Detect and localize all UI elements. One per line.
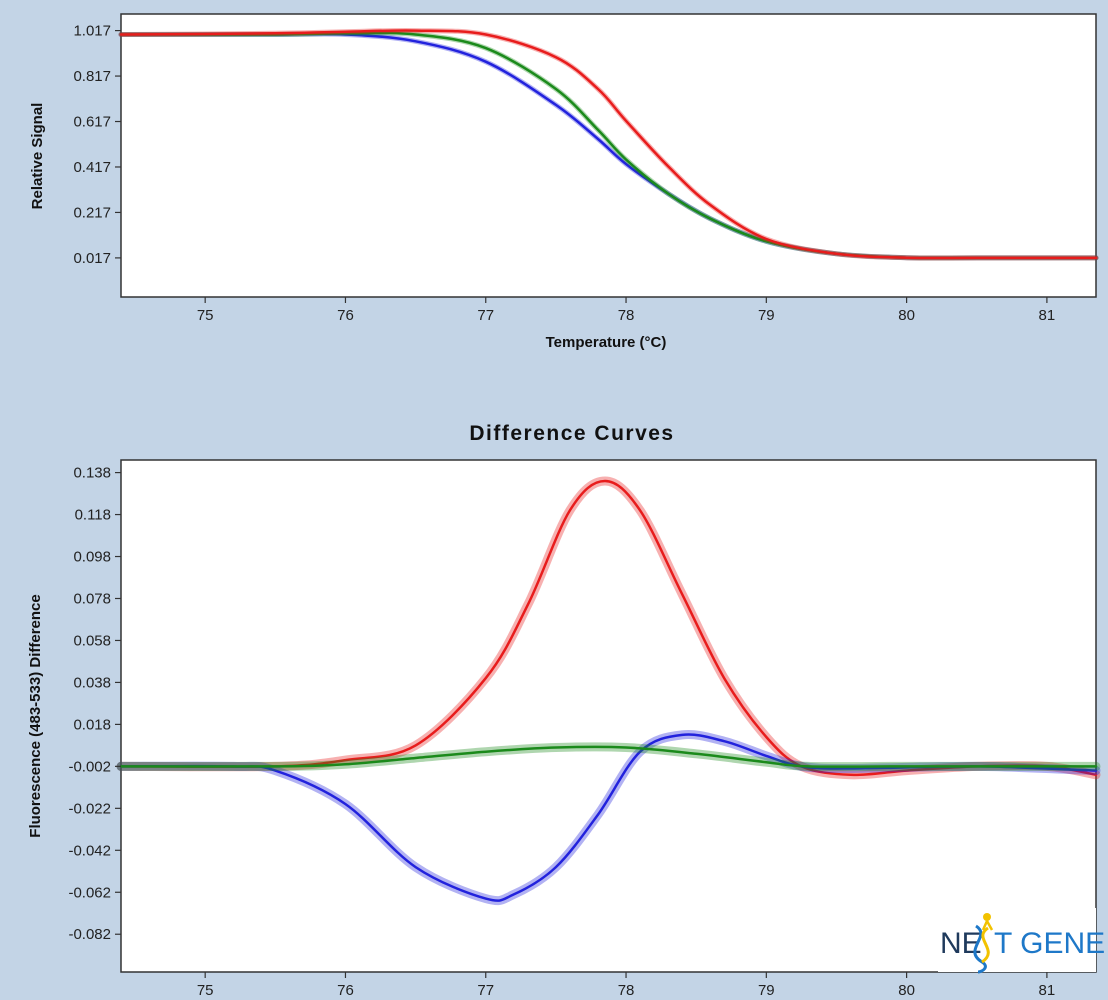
- series-line: [119, 745, 1098, 768]
- x-tick-label: 79: [758, 307, 775, 324]
- dna-helix-icon: [973, 913, 994, 974]
- y-tick-label: 0.617: [73, 114, 111, 131]
- y-tick-label: 1.017: [73, 23, 111, 40]
- y-tick-label: 0.078: [73, 590, 111, 607]
- y-tick-label: 0.417: [73, 159, 111, 176]
- difference-curves-chart: Difference Curves 0.1380.1180.0980.0780.…: [27, 422, 1101, 999]
- y-tick-label: 0.118: [75, 507, 111, 524]
- x-axis-title: Temperature (°C): [546, 334, 667, 351]
- x-tick-label: 76: [337, 982, 354, 999]
- y-tick-label: 0.138: [73, 465, 111, 482]
- chart-title: Difference Curves: [469, 422, 674, 445]
- series-line: [119, 29, 1098, 260]
- x-axis-ticks: 75 76 77 78 79 80 81: [197, 972, 1055, 999]
- y-tick-label: 0.217: [73, 204, 111, 221]
- y-tick-label: 0.038: [73, 674, 111, 691]
- x-tick-label: 81: [1039, 982, 1056, 999]
- x-tick-label: 79: [758, 982, 775, 999]
- x-tick-label: 77: [477, 307, 494, 324]
- plot-area: [120, 459, 1097, 973]
- y-tick-label: -0.022: [68, 800, 111, 817]
- y-tick-label: 0.817: [73, 68, 111, 85]
- y-tick-label: 0.098: [73, 549, 111, 566]
- y-tick-label: 0.018: [73, 716, 111, 733]
- x-tick-label: 80: [898, 307, 915, 324]
- series-line: [119, 733, 1098, 902]
- y-axis-ticks: 0.138 0.118 0.098 0.078 0.058 0.038 0.018 -0.00…: [68, 465, 121, 943]
- x-tick-label: 77: [477, 982, 494, 999]
- y-axis-title: Fluorescence (483-533) Difference: [27, 594, 44, 837]
- y-tick-label: 0.017: [73, 250, 111, 267]
- y-axis-title: Relative Signal: [29, 103, 46, 210]
- series-group: [116, 476, 1101, 906]
- y-tick-label: -0.042: [68, 842, 111, 859]
- series-group: [118, 27, 1099, 261]
- y-tick-label: -0.002: [68, 758, 111, 775]
- logo-text-right: T GENE: [994, 927, 1105, 960]
- x-tick-label: 81: [1039, 307, 1056, 324]
- plot-area: [120, 13, 1097, 298]
- y-tick-label: -0.062: [68, 884, 111, 901]
- x-tick-label: 75: [197, 982, 214, 999]
- x-tick-label: 78: [618, 982, 635, 999]
- x-tick-label: 75: [197, 307, 214, 324]
- y-tick-label: 0.058: [73, 632, 111, 649]
- nextgene-logo: NE T GENE: [938, 908, 1105, 974]
- x-tick-label: 78: [618, 307, 635, 324]
- x-axis-ticks: 75 76 77 78 79 80 81: [197, 297, 1055, 324]
- y-tick-label: -0.082: [68, 926, 111, 943]
- x-tick-label: 80: [898, 982, 915, 999]
- series-line: [119, 479, 1098, 777]
- x-tick-label: 76: [337, 307, 354, 324]
- y-axis-ticks: 1.017 0.817 0.617 0.417 0.217 0.017: [73, 23, 121, 267]
